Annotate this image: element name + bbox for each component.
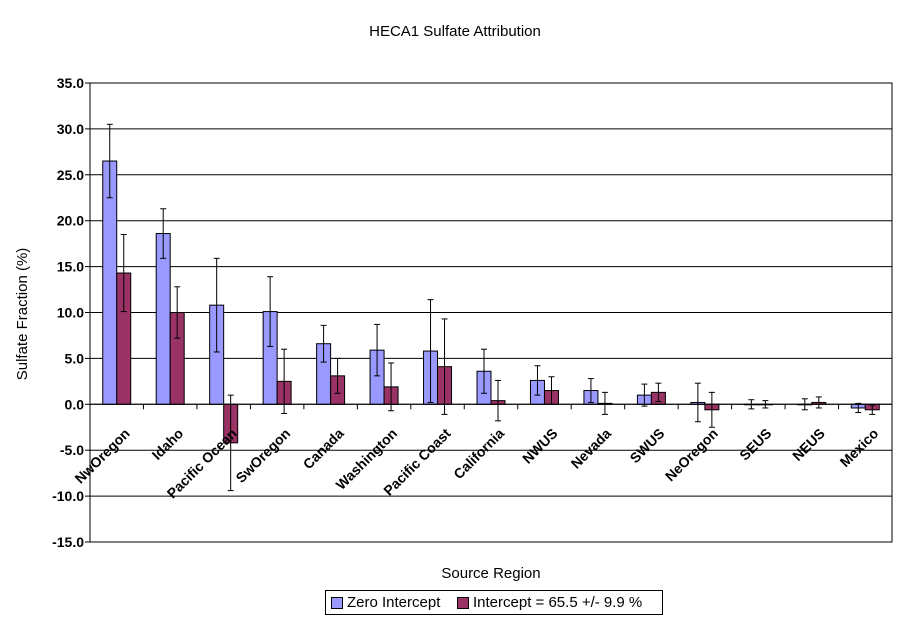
chart-title: HECA1 Sulfate Attribution [369,23,541,40]
legend-label-zero-intercept: Zero Intercept [347,594,440,611]
legend: Zero Intercept Intercept = 65.5 +/- 9.9 … [325,590,663,615]
y-tick-label: 15.0 [57,259,84,275]
x-tick-label: SwOregon [232,425,293,486]
y-tick-label: 20.0 [57,213,84,229]
bar-zero-intercept [156,234,170,405]
legend-item-zero-intercept: Zero Intercept [331,594,440,611]
y-tick-label: 5.0 [65,350,85,366]
x-tick-label: California [450,425,507,482]
y-tick-label: 35.0 [57,75,84,91]
x-tick-label: SEUS [736,425,774,463]
y-axis-label: Sulfate Fraction (%) [14,248,31,381]
chart-canvas: HECA1 Sulfate Attribution Source Region … [0,0,911,623]
x-tick-label: Mexico [837,425,882,470]
x-tick-label: NeOregon [662,425,721,484]
y-tick-label: -5.0 [60,442,84,458]
legend-label-intercept: Intercept = 65.5 +/- 9.9 % [473,594,642,611]
legend-swatch-intercept [457,597,469,609]
legend-item-intercept: Intercept = 65.5 +/- 9.9 % [457,594,642,611]
x-axis-label: Source Region [441,565,540,582]
plot-area: -15.0 -10.0 -5.0 0.0 5.0 10.0 15.0 20.0 25.0 30.0… [52,75,892,550]
y-tick-label: -15.0 [52,534,84,550]
x-tick-label: Nevada [568,425,615,472]
y-tick-label: 25.0 [57,167,84,183]
x-tick-label: NEUS [789,425,828,464]
x-tick-label: Idaho [149,425,187,463]
x-tick-label: NWUS [519,425,561,467]
y-tick-label: 0.0 [65,396,85,412]
x-tick-label: Canada [300,425,347,472]
y-tick-label: 10.0 [57,305,84,321]
y-tick-label: 30.0 [57,121,84,137]
legend-swatch-zero-intercept [331,597,343,609]
x-tick-label: SWUS [627,425,668,466]
y-tick-label: -10.0 [52,488,84,504]
